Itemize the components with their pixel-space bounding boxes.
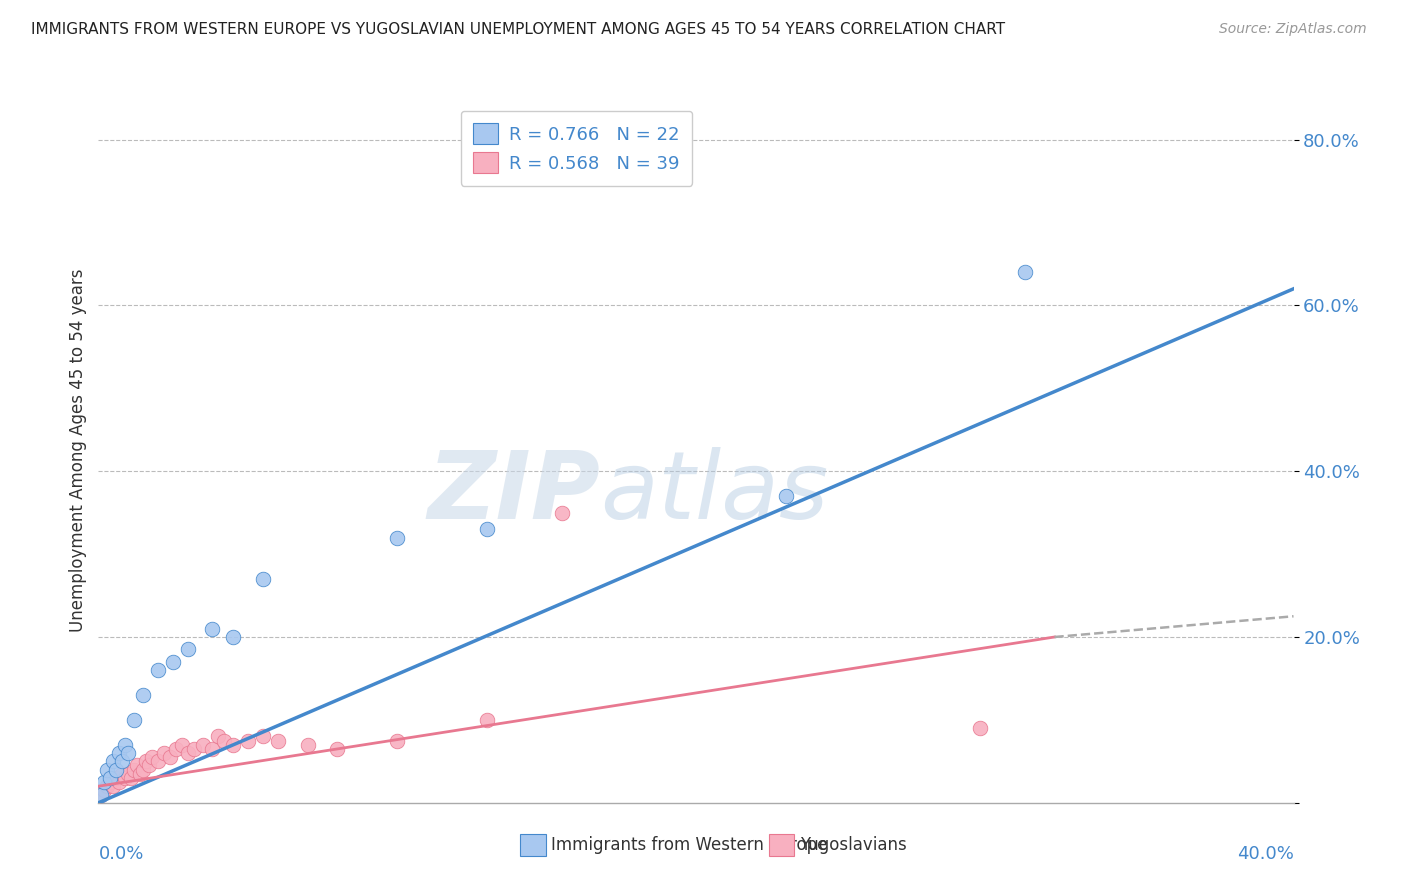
- Point: [385, 733, 409, 747]
- Point: [326, 742, 349, 756]
- Point: [96, 763, 118, 777]
- Point: [207, 730, 229, 744]
- Point: [183, 742, 205, 756]
- Point: [475, 522, 498, 536]
- Text: ZIP: ZIP: [427, 447, 600, 539]
- Point: [124, 713, 146, 727]
- Point: [127, 758, 149, 772]
- Point: [108, 746, 131, 760]
- Point: [124, 763, 146, 777]
- Point: [132, 688, 155, 702]
- Point: [135, 755, 157, 769]
- Point: [105, 763, 128, 777]
- Point: [120, 771, 142, 785]
- Point: [159, 750, 181, 764]
- Y-axis label: Unemployment Among Ages 45 to 54 years: Unemployment Among Ages 45 to 54 years: [69, 268, 87, 632]
- Point: [111, 755, 134, 769]
- Point: [96, 779, 118, 793]
- Point: [141, 750, 163, 764]
- Point: [222, 738, 245, 752]
- Text: Source: ZipAtlas.com: Source: ZipAtlas.com: [1219, 22, 1367, 37]
- Text: 40.0%: 40.0%: [1237, 845, 1294, 863]
- Point: [129, 766, 152, 780]
- Point: [775, 489, 797, 503]
- Point: [117, 746, 139, 760]
- Point: [93, 775, 115, 789]
- Point: [162, 655, 184, 669]
- Point: [252, 730, 274, 744]
- Point: [550, 506, 572, 520]
- Point: [111, 766, 134, 780]
- Point: [103, 779, 125, 793]
- Point: [201, 622, 224, 636]
- Text: Yugoslavians: Yugoslavians: [800, 836, 907, 854]
- Text: 0.0%: 0.0%: [98, 845, 143, 863]
- Point: [267, 733, 290, 747]
- Legend: R = 0.766   N = 22, R = 0.568   N = 39: R = 0.766 N = 22, R = 0.568 N = 39: [461, 111, 692, 186]
- Point: [105, 771, 128, 785]
- Point: [114, 738, 136, 752]
- Point: [148, 755, 170, 769]
- Point: [90, 788, 112, 802]
- Point: [98, 775, 122, 789]
- Point: [252, 572, 274, 586]
- Point: [201, 742, 224, 756]
- Point: [90, 788, 112, 802]
- Point: [114, 771, 136, 785]
- Point: [236, 733, 259, 747]
- Point: [153, 746, 176, 760]
- Point: [108, 775, 131, 789]
- Point: [297, 738, 319, 752]
- Point: [138, 758, 160, 772]
- Point: [132, 763, 155, 777]
- Point: [1014, 265, 1036, 279]
- Point: [385, 531, 409, 545]
- Point: [172, 738, 194, 752]
- Point: [148, 663, 170, 677]
- Text: IMMIGRANTS FROM WESTERN EUROPE VS YUGOSLAVIAN UNEMPLOYMENT AMONG AGES 45 TO 54 Y: IMMIGRANTS FROM WESTERN EUROPE VS YUGOSL…: [31, 22, 1005, 37]
- Point: [475, 713, 498, 727]
- Point: [93, 783, 115, 797]
- Point: [191, 738, 214, 752]
- Text: Immigrants from Western Europe: Immigrants from Western Europe: [551, 836, 828, 854]
- Point: [177, 746, 200, 760]
- Point: [177, 642, 200, 657]
- Point: [103, 755, 125, 769]
- Text: atlas: atlas: [600, 447, 828, 538]
- Point: [212, 733, 235, 747]
- Point: [117, 766, 139, 780]
- Point: [165, 742, 187, 756]
- Point: [98, 771, 122, 785]
- Point: [969, 721, 991, 735]
- Point: [222, 630, 245, 644]
